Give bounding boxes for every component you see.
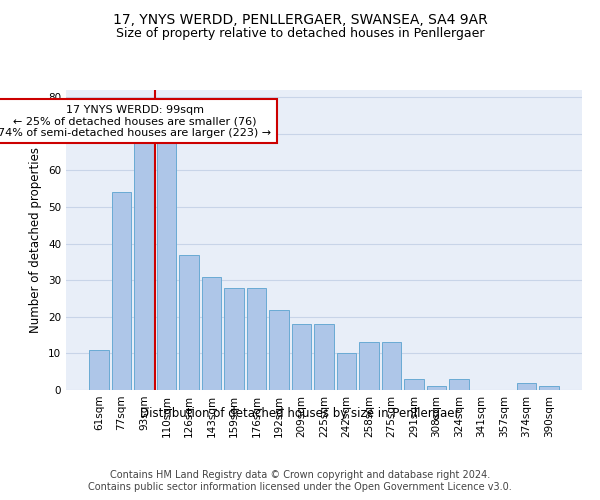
Bar [449, 379, 469, 390]
Bar [539, 386, 559, 390]
Text: Distribution of detached houses by size in Penllergaer: Distribution of detached houses by size … [140, 408, 460, 420]
Bar [179, 254, 199, 390]
Bar [314, 324, 334, 390]
Text: Size of property relative to detached houses in Penllergaer: Size of property relative to detached ho… [116, 28, 484, 40]
Bar [292, 324, 311, 390]
Text: 17, YNYS WERDD, PENLLERGAER, SWANSEA, SA4 9AR: 17, YNYS WERDD, PENLLERGAER, SWANSEA, SA… [113, 12, 487, 26]
Bar [247, 288, 266, 390]
Bar [359, 342, 379, 390]
Text: Contains HM Land Registry data © Crown copyright and database right 2024.: Contains HM Land Registry data © Crown c… [110, 470, 490, 480]
Bar [112, 192, 131, 390]
Bar [382, 342, 401, 390]
Bar [134, 141, 154, 390]
Bar [427, 386, 446, 390]
Bar [269, 310, 289, 390]
Bar [157, 141, 176, 390]
Text: Contains public sector information licensed under the Open Government Licence v3: Contains public sector information licen… [88, 482, 512, 492]
Bar [89, 350, 109, 390]
Bar [202, 276, 221, 390]
Bar [404, 379, 424, 390]
Bar [337, 354, 356, 390]
Bar [224, 288, 244, 390]
Bar [517, 382, 536, 390]
Text: 17 YNYS WERDD: 99sqm
← 25% of detached houses are smaller (76)
74% of semi-detac: 17 YNYS WERDD: 99sqm ← 25% of detached h… [0, 104, 272, 138]
Y-axis label: Number of detached properties: Number of detached properties [29, 147, 43, 333]
